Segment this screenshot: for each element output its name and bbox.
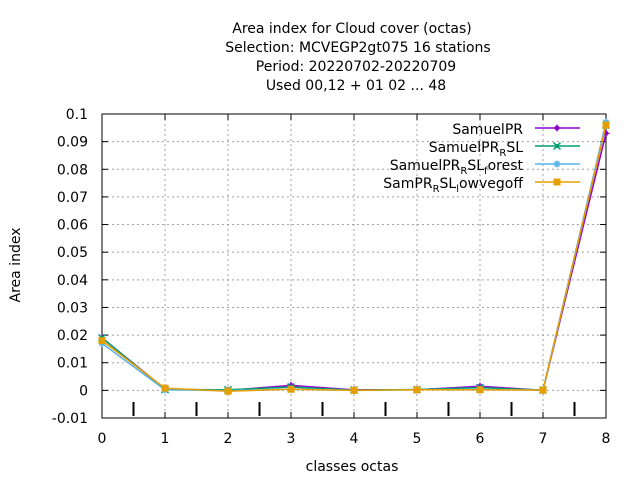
y-tick-label: 0.01: [57, 356, 88, 372]
legend-label-samuelpr: SamuelPR: [452, 122, 523, 138]
title-line-2: Selection: MCVEGP2gt075 16 stations: [225, 40, 490, 56]
series: [97, 118, 611, 395]
series-3-point: [476, 386, 484, 394]
series-3-point: [161, 384, 169, 392]
y-tick-label: 0: [79, 383, 88, 399]
y-axis-title: Area index: [8, 228, 24, 303]
title-line-1: Area index for Cloud cover (octas): [232, 21, 471, 37]
legend-label-sampr-rsl-lowvegoff: SamPRRSLlowvegoff: [383, 176, 523, 195]
legend-label-samuelpr-rsl: SamuelPRRSL: [429, 140, 523, 159]
y-tick-label: 0.03: [57, 300, 88, 316]
series-3-point: [602, 121, 610, 129]
y-tick-label: 0.06: [57, 218, 88, 234]
x-tick-label: 5: [413, 431, 422, 447]
series-3-point: [224, 387, 232, 395]
x-tick-label: 7: [539, 431, 548, 447]
x-tick-label: 1: [161, 431, 170, 447]
y-tick-label: 0.08: [57, 162, 88, 178]
y-tick-label: 0.05: [57, 245, 88, 261]
axes: -0.01 0 0.01 0.02 0.03 0.04 0.05 0.06 0.07 0.08 0.…: [52, 107, 611, 447]
legend-swatch-marker: [553, 124, 561, 132]
x-axis-title: classes octas: [306, 459, 399, 475]
series-3-point: [98, 337, 106, 345]
series-3-point: [413, 386, 421, 394]
series-3-point: [287, 385, 295, 393]
series-0-line: [101, 133, 607, 392]
legend: SamuelPR SamuelPRRSL SamuelPRRSLforest S…: [383, 122, 580, 195]
series-3-point: [539, 386, 547, 394]
title-line-4: Used 00,12 + 01 02 ... 48: [266, 78, 446, 94]
x-tick-label: 6: [476, 431, 485, 447]
series-3-point: [350, 386, 358, 394]
x-tick-label: 3: [287, 431, 296, 447]
y-tick-label: 0.1: [66, 107, 88, 123]
x-tick-label: 4: [350, 431, 359, 447]
y-tick-label: 0.02: [57, 328, 88, 344]
title-line-3: Period: 20220702-20220709: [256, 59, 456, 75]
grid: [102, 114, 606, 418]
chart-title: Area index for Cloud cover (octas) Selec…: [225, 21, 490, 94]
y-tick-label: 0.09: [57, 135, 88, 151]
legend-swatch-marker: [553, 178, 561, 186]
x-tick-label: 8: [602, 431, 611, 447]
legend-swatch-marker: [552, 141, 562, 151]
y-tick-label: -0.01: [52, 411, 88, 427]
y-tick-label: 0.04: [57, 273, 88, 289]
x-tick-label: 2: [224, 431, 233, 447]
y-tick-label: 0.07: [57, 190, 88, 206]
legend-swatch-marker: [553, 160, 561, 168]
x-tick-label: 0: [98, 431, 107, 447]
legend-label-samuelpr-rsl-forest: SamuelPRRSLforest: [390, 158, 524, 177]
